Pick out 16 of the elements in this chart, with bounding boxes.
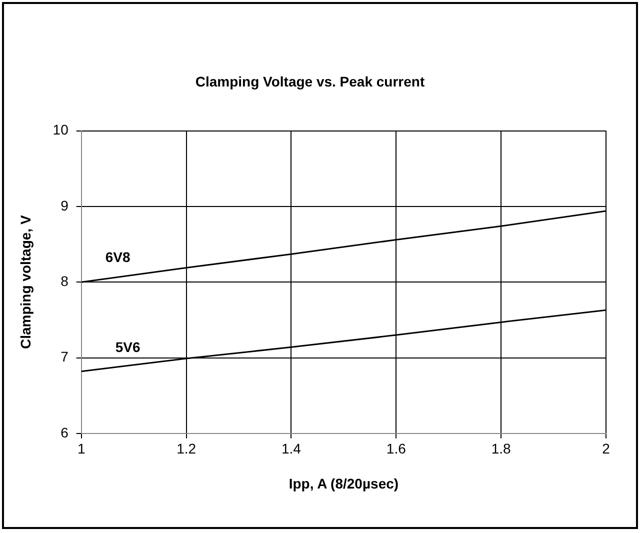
y-tick-label: 9 (60, 197, 69, 214)
chart-title: Clamping Voltage vs. Peak current (195, 73, 425, 90)
y-tick-label: 8 (60, 272, 69, 289)
x-tick-label: 1.2 (176, 440, 196, 457)
y-axis-title: Clamping voltage, V (17, 214, 34, 350)
y-tick-label: 10 (52, 122, 69, 138)
y-tick-label: 7 (60, 348, 69, 365)
x-tick-label: 1 (77, 440, 86, 457)
x-tick-label: 1.4 (281, 440, 302, 457)
series-label: 5V6 (115, 338, 140, 355)
series-label: 6V8 (105, 248, 130, 265)
x-tick-label: 2 (602, 440, 610, 457)
x-tick-label: 1.8 (491, 440, 512, 457)
x-tick-label: 1.6 (386, 440, 406, 457)
y-tick-label: 6 (60, 424, 69, 440)
x-axis-title: Ipp, A (8/20µsec) (288, 475, 399, 492)
